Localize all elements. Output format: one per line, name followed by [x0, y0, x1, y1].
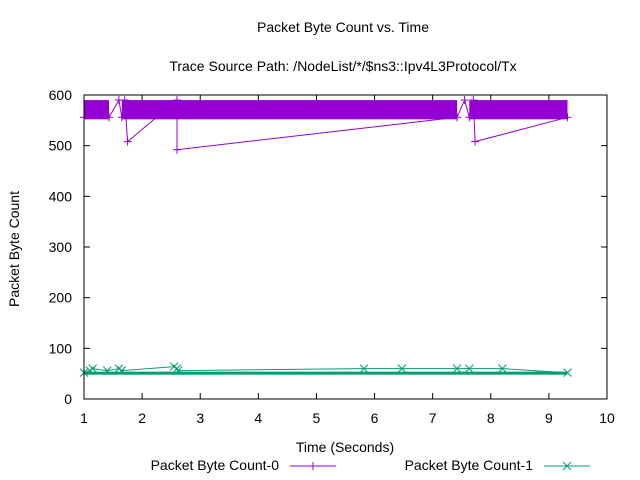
marker-stroke: [169, 362, 179, 371]
series-0-dense-band: [469, 100, 568, 120]
legend-marker-series-1: [562, 461, 572, 471]
marker-stroke: [452, 364, 462, 373]
marker-stroke: [359, 364, 369, 373]
x-tick-label: 5: [313, 410, 321, 426]
y-tick-label: 600: [49, 87, 73, 103]
series-1-point: [464, 364, 474, 373]
series-0-point: [469, 96, 478, 105]
x-tick-label: 6: [371, 410, 379, 426]
y-tick-label: 0: [64, 391, 72, 407]
x-tick-label: 2: [138, 410, 146, 426]
series-0-point: [471, 137, 480, 146]
legend-entry-series-1[interactable]: Packet Byte Count-1: [405, 457, 590, 473]
y-axis-label: Packet Byte Count: [6, 191, 22, 307]
series-0-point: [172, 96, 181, 105]
x-tick-label: 8: [487, 410, 495, 426]
legend-label-series-1: Packet Byte Count-1: [405, 457, 534, 473]
series-1-point: [102, 366, 112, 375]
y-tick-label: 400: [49, 188, 73, 204]
series-0-point: [120, 96, 129, 105]
x-tick-label: 1: [80, 410, 88, 426]
series-0-point: [460, 96, 469, 105]
x-tick-label: 9: [545, 410, 553, 426]
x-tick-label: 7: [429, 410, 437, 426]
marker-stroke: [563, 368, 572, 378]
series-1-point: [563, 368, 572, 378]
chart-subtitle: Trace Source Path: /NodeList/*/$ns3::Ipv…: [169, 58, 516, 74]
marker-stroke: [172, 364, 182, 373]
series-0-point: [172, 145, 181, 154]
y-tick-label: 100: [49, 340, 73, 356]
series-1-point: [172, 364, 182, 373]
series-0-point: [563, 113, 572, 122]
series-1-point: [397, 364, 407, 373]
marker-stroke: [114, 364, 124, 373]
series-0-line: [84, 98, 568, 151]
series-0-point: [453, 113, 462, 122]
legend-entry-series-0[interactable]: Packet Byte Count-0: [151, 457, 336, 473]
marker-stroke: [88, 364, 98, 373]
plot-frame: [83, 94, 608, 400]
series-1-point: [498, 364, 507, 373]
marker-stroke: [173, 366, 183, 375]
legend-marker-series-0: [309, 462, 317, 470]
marker-stroke: [117, 366, 127, 375]
y-tick-label: 200: [49, 290, 73, 306]
series-0-point: [123, 137, 132, 146]
series-0-point: [117, 113, 126, 122]
marker-stroke: [498, 364, 507, 373]
series-0-dense-band: [84, 100, 109, 120]
x-tick-label: 4: [254, 410, 262, 426]
series-1: [79, 362, 572, 378]
y-tick-label: 300: [49, 239, 73, 255]
series-1-point: [452, 364, 462, 373]
x-tick-label: 10: [599, 410, 615, 426]
series-0: [80, 96, 572, 154]
series-1-dense-band: [84, 371, 568, 375]
x-tick-label: 3: [196, 410, 204, 426]
series-0-point: [465, 113, 474, 122]
x-axis-label: Time (Seconds): [296, 439, 394, 455]
marker-stroke: [102, 366, 112, 375]
series-0-dense-band: [121, 100, 458, 120]
legend: Packet Byte Count-0 Packet Byte Count-1: [151, 457, 590, 473]
series-1-point: [88, 364, 98, 373]
marker-stroke: [397, 364, 407, 373]
series-1-point: [117, 366, 127, 375]
marker-stroke: [464, 364, 474, 373]
y-tick-label: 500: [49, 138, 73, 154]
series-1-point: [173, 366, 183, 375]
legend-label-series-0: Packet Byte Count-0: [151, 457, 280, 473]
chart-title: Packet Byte Count vs. Time: [257, 19, 429, 35]
series-1-point: [359, 364, 369, 373]
series-0-point: [104, 113, 113, 122]
